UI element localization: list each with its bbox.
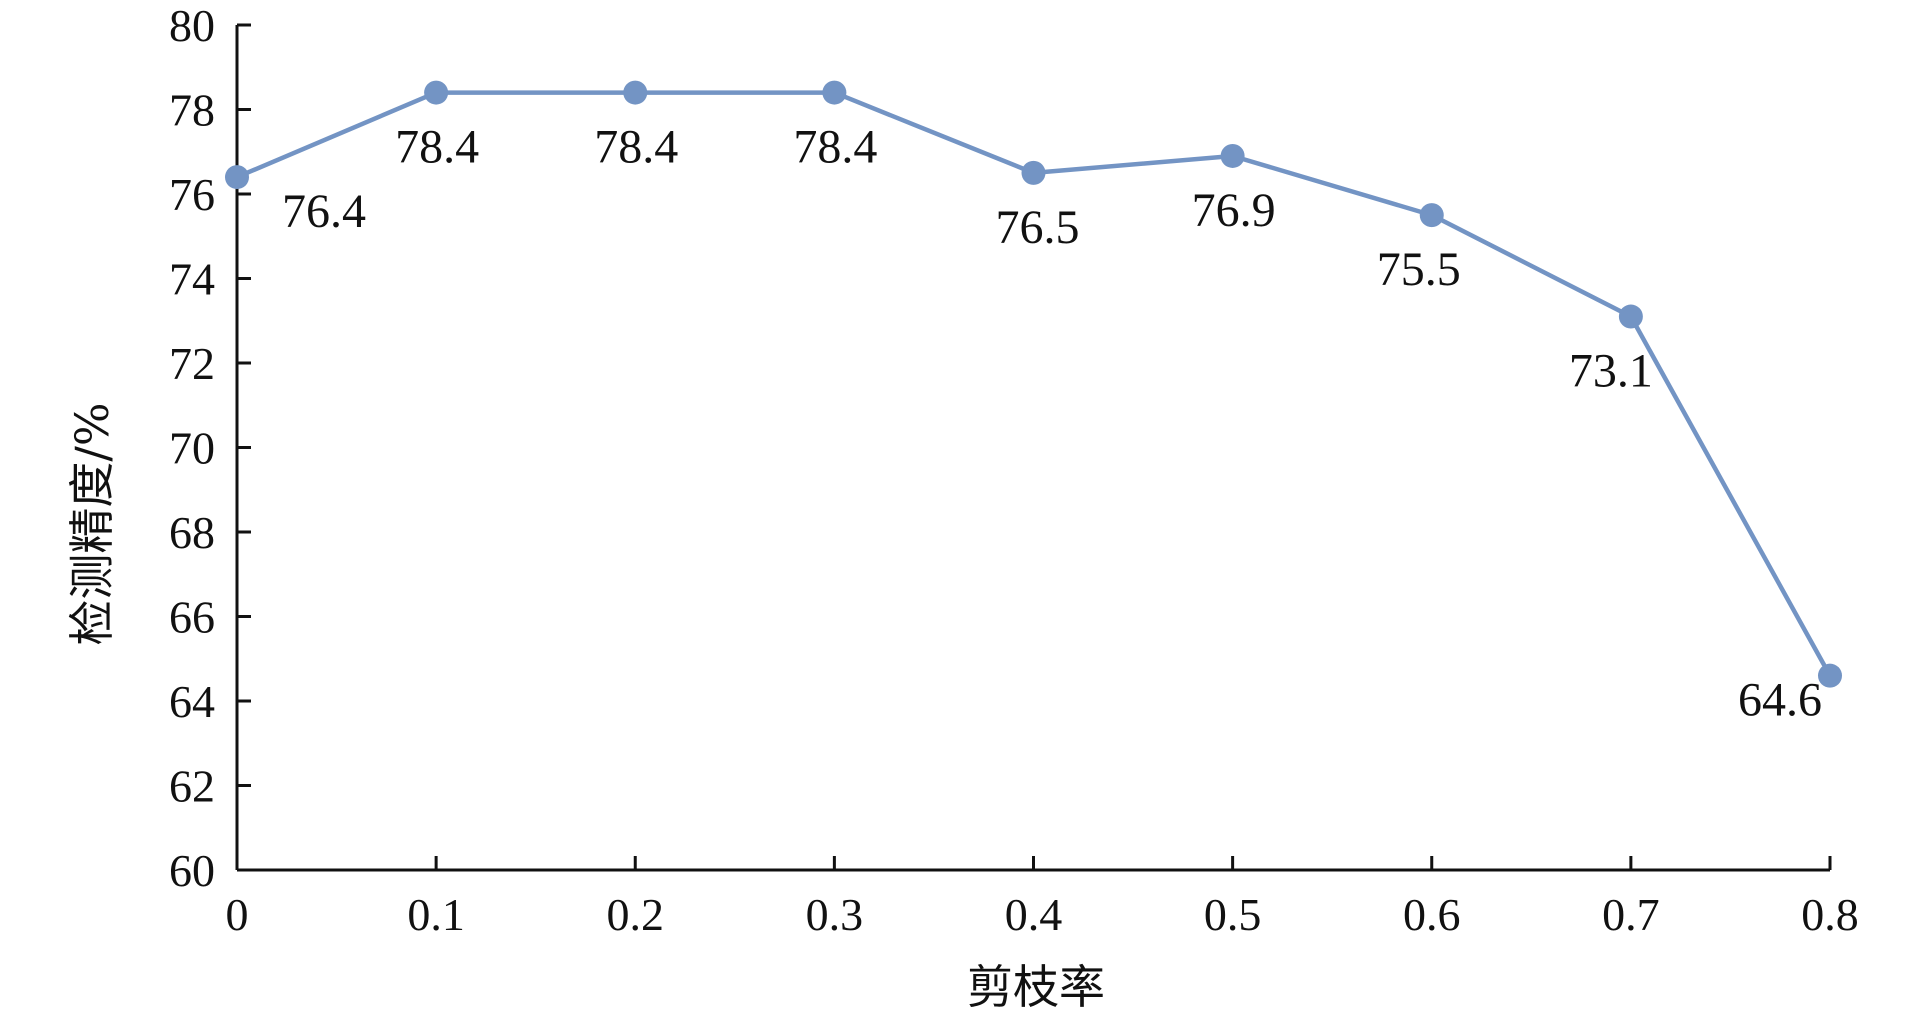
data-label: 75.5 [1377, 243, 1461, 296]
x-axis-title: 剪枝率 [967, 960, 1105, 1014]
data-point [225, 165, 249, 190]
y-tick-label: 74 [169, 254, 215, 305]
data-point [1021, 160, 1046, 185]
data-point [1419, 203, 1444, 228]
x-tick-label: 0.3 [806, 889, 864, 940]
x-tick-label: 0.6 [1403, 889, 1461, 940]
y-tick-label: 80 [169, 0, 215, 51]
data-label: 76.9 [1192, 184, 1276, 237]
data-point [1818, 663, 1842, 688]
y-tick-label: 72 [169, 338, 215, 389]
x-tick-label: 0.4 [1005, 889, 1063, 940]
data-labels: 76.4 78.4 78.4 78.4 76.5 76.9 75.5 73.1 64.6 [282, 121, 1822, 727]
data-label: 78.4 [395, 121, 479, 174]
y-tick-label: 68 [169, 507, 215, 558]
x-tick-label: 0.5 [1204, 889, 1262, 940]
data-point [822, 80, 847, 105]
data-label: 78.4 [594, 121, 678, 174]
series [225, 80, 1842, 688]
y-tick-label: 64 [169, 676, 215, 727]
y-tick-label: 60 [169, 845, 215, 896]
y-tick-label: 70 [169, 423, 215, 474]
data-label: 76.4 [282, 185, 366, 238]
data-label: 78.4 [793, 121, 877, 174]
x-tick-label: 0.2 [607, 889, 665, 940]
x-tick-label: 0.7 [1602, 889, 1660, 940]
y-tick-label: 62 [169, 761, 215, 812]
data-label: 64.6 [1738, 674, 1822, 727]
data-point [1618, 304, 1643, 329]
data-point [623, 80, 648, 105]
data-label: 76.5 [996, 201, 1080, 254]
y-axis-title: 检测精度/% [65, 402, 119, 645]
data-point [1220, 143, 1245, 168]
y-tick-label: 76 [169, 169, 215, 220]
x-tick-label: 0.8 [1801, 889, 1859, 940]
y-tick-label: 78 [169, 85, 215, 136]
x-tick-label: 0 [226, 889, 249, 940]
data-label: 73.1 [1569, 345, 1653, 398]
x-tick-label: 0.1 [407, 889, 465, 940]
y-tick-label: 66 [169, 592, 215, 643]
data-point [424, 80, 449, 105]
ticks: 60 62 64 66 68 70 72 74 76 78 80 0 0.1 0.2 0.3 0.4 0.5 0.… [169, 0, 1859, 940]
